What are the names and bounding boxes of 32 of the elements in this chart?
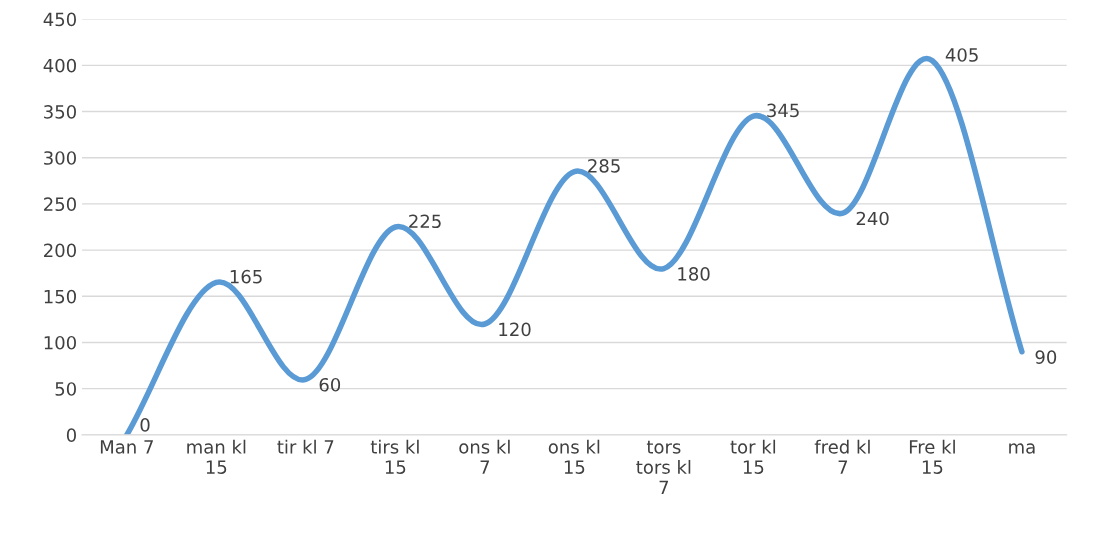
- y-tick-label: 250: [44, 197, 76, 212]
- x-tick-label: ons kl 15: [548, 439, 600, 474]
- data-label: 180: [678, 267, 710, 281]
- x-tick-label: Fre kl 15: [909, 439, 955, 474]
- x-tick-label: fred kl 7: [814, 439, 870, 474]
- data-label: 405: [945, 48, 978, 62]
- data-label: 345: [767, 103, 799, 118]
- x-tick-label: tors tors kl 7: [636, 440, 691, 494]
- x-tick-label: ma: [1009, 443, 1035, 454]
- y-tick-label: 150: [44, 289, 76, 304]
- y-tick-label: 200: [44, 243, 76, 258]
- y-tick-label: 450: [43, 12, 76, 27]
- y-tick-label: 0: [66, 428, 76, 442]
- data-label: 225: [409, 214, 441, 229]
- x-tick-label: ons kl 7: [459, 439, 510, 474]
- y-tick-label: 350: [44, 104, 76, 119]
- x-tick-label: tir kl 7: [277, 439, 334, 454]
- x-tick-label: man kl 15: [187, 439, 246, 474]
- y-tick-label: 400: [43, 58, 76, 73]
- x-tick-label: tirs kl 15: [370, 439, 419, 474]
- x-tick-label: Man 7: [100, 440, 153, 454]
- data-label: 90: [1035, 350, 1057, 364]
- data-label: 240: [856, 211, 889, 226]
- x-tick-label: tor kl 15: [730, 439, 776, 474]
- data-label: 165: [230, 269, 262, 284]
- data-label: 0: [140, 418, 150, 432]
- y-tick-label: 50: [55, 382, 76, 396]
- data-label: 120: [499, 322, 531, 337]
- data-label: 285: [588, 158, 620, 173]
- y-tick-label: 300: [44, 151, 76, 165]
- data-label: 60: [319, 377, 341, 392]
- y-tick-label: 100: [44, 335, 76, 350]
